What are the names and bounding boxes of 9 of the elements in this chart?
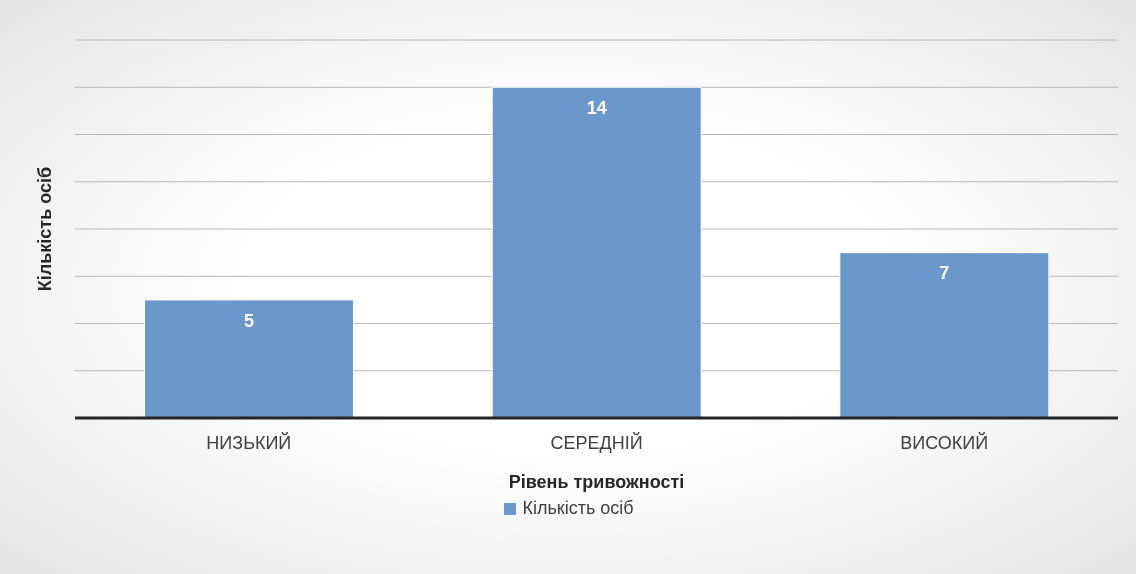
data-label: 14 [586,98,607,119]
data-label: 7 [939,263,950,284]
x-tick-label: ВИСОКИЙ [900,431,989,453]
text: Кількість осіб [522,498,634,519]
y-axis-title: Кількість осіб [35,166,56,292]
x-tick-label: НИЗЬКИЙ [206,431,292,453]
x-axis-title: Рівень тривожності [508,472,685,492]
x-tick-label: СЕРЕДНІЙ [550,431,643,453]
data-label: 5 [244,310,255,331]
